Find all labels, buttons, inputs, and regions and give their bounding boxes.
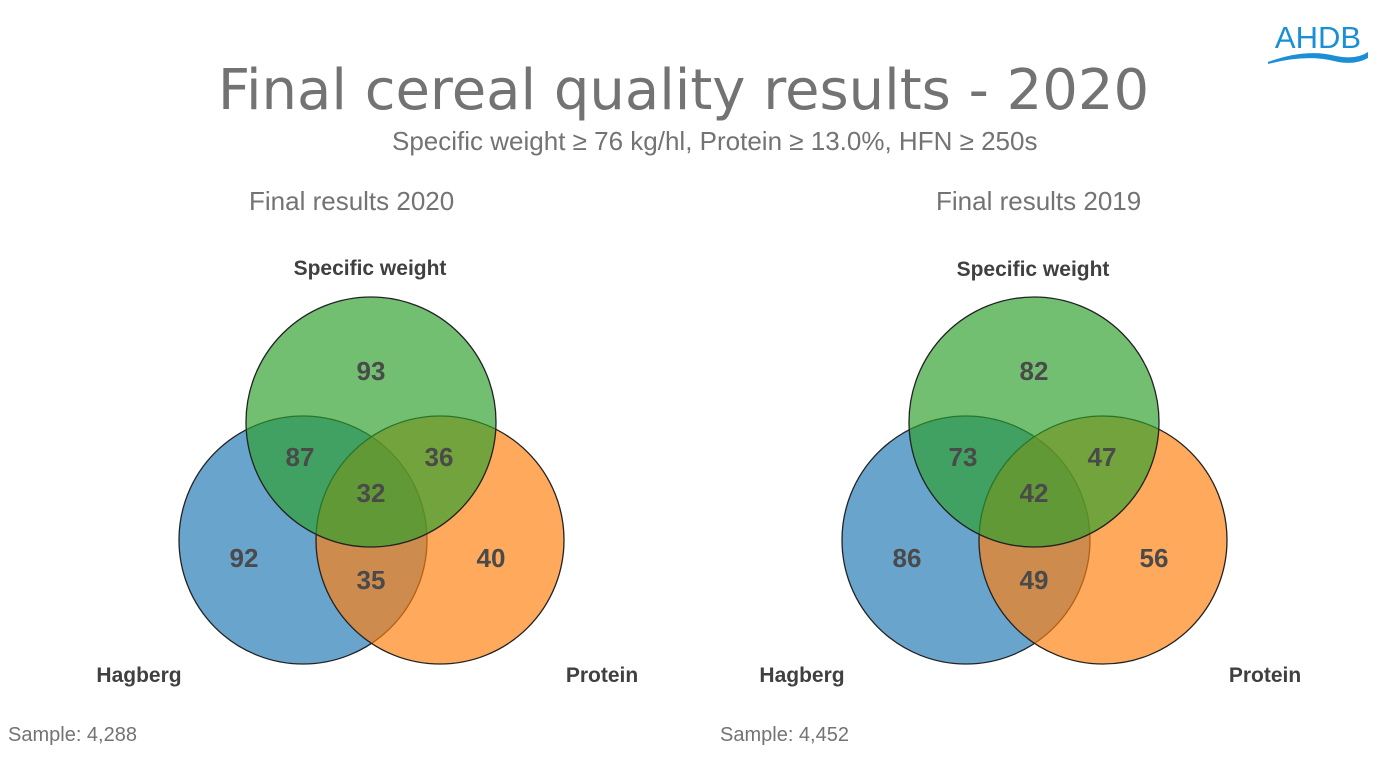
value-all: 32 <box>357 478 386 508</box>
label-protein: Protein <box>1229 664 1301 687</box>
label-specific-weight: Specific weight <box>294 257 447 280</box>
venn-2020: Specific weight Hagberg Protein 93 87 36… <box>96 257 638 687</box>
sample-2019: Sample: 4,452 <box>720 724 849 746</box>
label-protein: Protein <box>566 664 638 687</box>
panel-title-2020: Final results 2020 <box>249 186 455 216</box>
venn-2019: Specific weight Hagberg Protein 82 73 47… <box>759 258 1301 687</box>
logo-wave-icon <box>1268 52 1368 64</box>
page-title: Final cereal quality results - 2020 <box>217 58 1150 123</box>
value-sw-hag: 87 <box>286 442 315 472</box>
circle-specific-weight <box>245 296 497 548</box>
label-hagberg: Hagberg <box>759 664 844 687</box>
value-all: 42 <box>1020 478 1049 508</box>
panel-title-2019: Final results 2019 <box>936 186 1142 216</box>
value-prot-only: 56 <box>1140 543 1169 573</box>
value-sw-prot: 47 <box>1088 442 1117 472</box>
logo-text: AHDB <box>1275 20 1361 55</box>
value-sw-hag: 73 <box>949 442 978 472</box>
value-hag-prot: 35 <box>357 565 386 595</box>
value-hag-only: 86 <box>893 543 922 573</box>
sample-2020: Sample: 4,288 <box>8 724 137 746</box>
value-hag-prot: 49 <box>1020 565 1049 595</box>
value-hag-only: 92 <box>230 543 259 573</box>
circle-specific-weight <box>908 296 1160 548</box>
value-sw-only: 82 <box>1020 356 1049 386</box>
label-specific-weight: Specific weight <box>957 258 1110 281</box>
value-sw-only: 93 <box>357 356 386 386</box>
ahdb-logo: AHDB <box>1268 20 1368 64</box>
value-sw-prot: 36 <box>425 442 454 472</box>
value-prot-only: 40 <box>477 543 506 573</box>
page-subtitle: Specific weight ≥ 76 kg/hl, Protein ≥ 13… <box>392 126 1038 156</box>
label-hagberg: Hagberg <box>96 664 181 687</box>
